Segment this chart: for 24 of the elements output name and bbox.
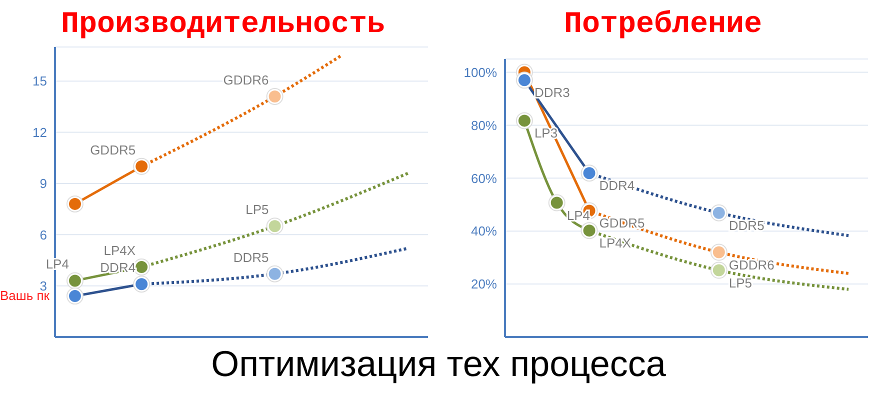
y-tick-label: 20% <box>470 276 498 292</box>
y-tick-label: 100% <box>464 64 498 80</box>
text: Оптимизация тех процесса <box>210 343 667 385</box>
data-label: DDR3 <box>534 85 570 100</box>
data-label: LP4X <box>599 236 632 251</box>
chart-title: Потребление <box>562 8 764 42</box>
data-label: DDR4 <box>100 260 136 276</box>
data-label: DDR5 <box>728 218 764 233</box>
y-tick-label: 12 <box>32 124 47 140</box>
y-tick-label: 6 <box>40 227 47 242</box>
data-label: GDDR5 <box>90 142 136 158</box>
y-tick-label: 9 <box>40 176 47 192</box>
y-tick-label: 80% <box>470 118 498 133</box>
y-tick-label: 60% <box>470 170 498 186</box>
data-label: GDDR6 <box>728 257 774 272</box>
data-label: LP4X <box>104 243 136 258</box>
data-label: DDR5 <box>233 250 269 265</box>
data-label: LP5 <box>246 202 269 218</box>
data-label: LP5 <box>728 275 752 290</box>
data-label: GDDR6 <box>223 72 269 88</box>
chart-title: Производительность <box>60 8 386 42</box>
y-tick-label: 3 <box>40 278 47 294</box>
y-tick-label: 15 <box>32 74 47 89</box>
y-tick-label: 40% <box>470 224 498 239</box>
